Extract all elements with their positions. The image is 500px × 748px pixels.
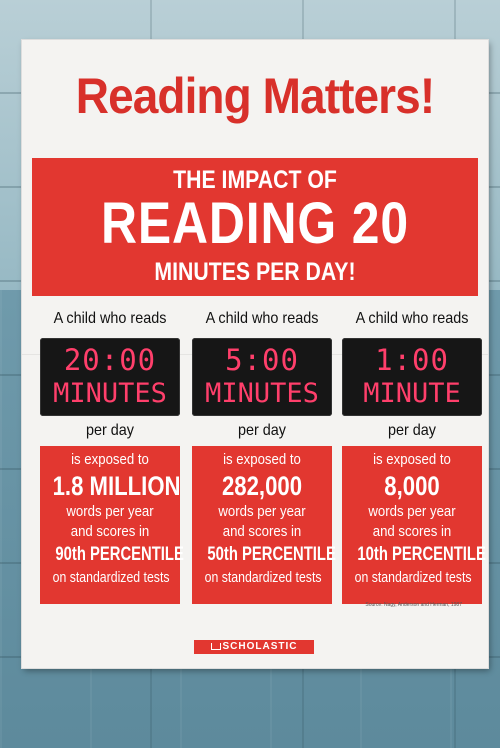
words-count: 1.8 MILLION [52,471,181,501]
tests-label: on standardized tests [204,569,322,586]
words-count: 282,000 [221,471,303,501]
reading-poster: Reading Matters! THE IMPACT OF READING 2… [22,40,488,668]
exposed-label: is exposed to [71,451,149,468]
per-day-label: per day [237,422,287,439]
per-day-label: per day [387,422,437,439]
clock-unit: MINUTES [53,378,167,409]
banner-line-2: READING 20 [101,191,409,256]
clock-unit: MINUTES [205,378,319,409]
scores-label: and scores in [222,523,302,540]
clock-time: 1:00 [375,343,449,377]
words-label: words per year [218,503,306,520]
column-20-minutes: A child who reads 20:00 MINUTES per day … [40,306,184,604]
impact-banner: THE IMPACT OF READING 20 MINUTES PER DAY… [32,158,478,296]
book-icon [210,642,221,650]
tests-label: on standardized tests [52,569,170,586]
banner-line-1: THE IMPACT OF [173,166,337,194]
scores-label: and scores in [70,523,150,540]
clock-time: 5:00 [225,343,299,377]
per-day-label: per day [85,422,135,439]
scholastic-logo: SCHOLASTIC [194,640,314,654]
percentile: 90th PERCENTILE [55,544,184,565]
percentile: 50th PERCENTILE [207,544,336,565]
digital-clock: 5:00 MINUTES [192,338,332,416]
column-lead: A child who reads [205,310,319,327]
exposed-label: is exposed to [223,451,301,468]
column-1-minute: A child who reads 1:00 MINUTE per day is… [342,306,486,604]
digital-clock: 1:00 MINUTE [342,338,482,416]
words-label: words per year [368,503,456,520]
publisher-name: SCHOLASTIC [222,641,298,652]
words-label: words per year [66,503,154,520]
digital-clock: 20:00 MINUTES [40,338,180,416]
column-5-minutes: A child who reads 5:00 MINUTES per day i… [192,306,336,604]
percentile: 10th PERCENTILE [357,544,486,565]
banner-line-3: MINUTES PER DAY! [154,258,356,286]
clock-unit: MINUTE [363,378,461,409]
words-count: 8,000 [384,471,440,501]
column-lead: A child who reads [53,310,167,327]
clock-time: 20:00 [63,343,157,377]
poster-title: Reading Matters! [75,68,435,124]
tests-label: on standardized tests [354,569,472,586]
stats-card: is exposed to 282,000 words per year and… [192,446,336,604]
exposed-label: is exposed to [373,451,451,468]
scores-label: and scores in [372,523,452,540]
stats-card: is exposed to 1.8 MILLION words per year… [40,446,184,604]
stats-card: is exposed to 8,000 words per year and s… [342,446,486,604]
source-citation: Source: Nagy, Anderson and Herman, 1987 [365,602,462,608]
column-lead: A child who reads [355,310,469,327]
